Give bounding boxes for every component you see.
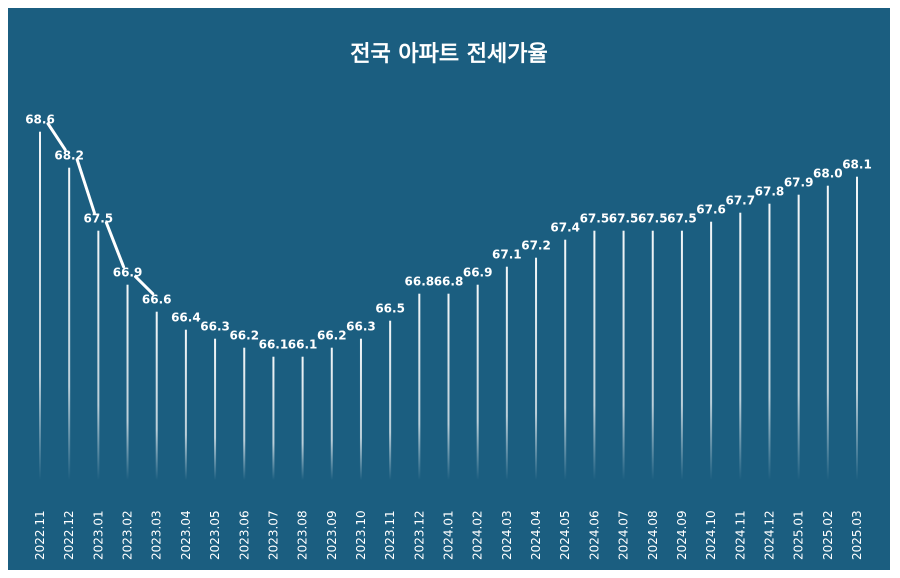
- x-tick-label: 2024.12: [762, 510, 776, 560]
- data-label: 66.8: [434, 275, 464, 289]
- bar: [476, 284, 479, 480]
- bar: [564, 239, 567, 480]
- bar: [389, 320, 392, 480]
- bar: [214, 338, 217, 480]
- data-label: 68.6: [25, 113, 55, 127]
- bar: [272, 356, 275, 480]
- x-tick-label: 2023.07: [266, 510, 280, 560]
- data-label: 67.5: [580, 212, 610, 226]
- x-tick-label: 2022.12: [62, 510, 76, 560]
- data-label: 66.9: [113, 266, 143, 280]
- data-label: 68.2: [54, 149, 84, 163]
- x-tick-label: 2025.02: [821, 510, 835, 560]
- data-label: 66.3: [346, 320, 376, 334]
- x-tick-label: 2023.04: [179, 510, 193, 560]
- data-label: 67.6: [696, 203, 726, 217]
- data-label: 67.5: [667, 212, 697, 226]
- bar: [418, 293, 421, 480]
- bar: [68, 167, 71, 480]
- x-tick-label: 2024.09: [675, 510, 689, 560]
- chart-svg: 68.6 2022.11 68.2 2022.12 67.5 2023.01 66.9 202…: [25, 113, 872, 560]
- bar: [535, 257, 538, 480]
- bar: [330, 347, 333, 480]
- x-tick-label: 2023.02: [121, 510, 135, 560]
- data-label: 67.1: [492, 248, 522, 262]
- x-tick-label: 2023.10: [354, 510, 368, 560]
- data-label: 66.5: [375, 302, 405, 316]
- x-tick-label: 2024.07: [617, 510, 631, 560]
- data-label: 67.7: [725, 194, 755, 208]
- x-tick-label: 2025.01: [792, 510, 806, 560]
- trend-line-segment: [104, 221, 126, 269]
- data-label: 66.3: [200, 320, 230, 334]
- bar: [739, 212, 742, 480]
- x-tick-label: 2024.05: [558, 510, 572, 560]
- x-tick-label: 2022.11: [33, 510, 47, 560]
- data-label: 66.2: [317, 329, 347, 343]
- bar: [680, 230, 683, 480]
- data-label: 67.5: [609, 212, 639, 226]
- data-label: 67.4: [550, 221, 580, 235]
- x-tick-label: 2023.03: [150, 510, 164, 560]
- data-label: 66.8: [405, 275, 435, 289]
- bar: [651, 230, 654, 480]
- x-tick-label: 2023.05: [208, 510, 222, 560]
- data-label: 66.4: [171, 311, 201, 325]
- bar: [126, 284, 129, 480]
- data-label: 66.1: [288, 338, 318, 352]
- bar: [447, 293, 450, 480]
- x-tick-label: 2024.08: [646, 510, 660, 560]
- x-tick-label: 2024.10: [704, 510, 718, 560]
- x-tick-label: 2023.08: [296, 510, 310, 560]
- x-tick-label: 2023.06: [237, 510, 251, 560]
- trend-line-segment: [134, 275, 155, 296]
- x-tick-label: 2024.03: [500, 510, 514, 560]
- x-tick-label: 2023.12: [412, 510, 426, 560]
- x-tick-label: 2024.01: [442, 510, 456, 560]
- bar: [797, 194, 800, 480]
- data-label: 67.5: [84, 212, 114, 226]
- bar: [97, 230, 100, 480]
- data-label: 66.2: [229, 329, 259, 343]
- bar: [184, 329, 187, 480]
- data-label: 68.1: [842, 158, 872, 172]
- bar: [826, 185, 829, 480]
- x-tick-label: 2024.04: [529, 510, 543, 560]
- x-tick-label: 2023.09: [325, 510, 339, 560]
- x-tick-label: 2024.11: [733, 510, 747, 560]
- data-label: 66.6: [142, 293, 172, 307]
- bar: [359, 338, 362, 480]
- bar: [710, 221, 713, 480]
- bar: [768, 203, 771, 480]
- chart-area: 전국 아파트 전세가율 68.6 2022.11 68.2 2022.12 67.5 20…: [8, 8, 890, 570]
- data-label: 67.9: [784, 176, 814, 190]
- x-tick-label: 2023.11: [383, 510, 397, 560]
- bar: [505, 266, 508, 480]
- trend-line-segment: [75, 158, 96, 215]
- data-label: 67.2: [521, 239, 551, 253]
- x-tick-label: 2025.03: [850, 510, 864, 560]
- bar: [301, 356, 304, 480]
- chart-title: 전국 아파트 전세가율: [350, 42, 548, 67]
- bar: [856, 176, 858, 480]
- x-tick-label: 2024.06: [587, 510, 601, 560]
- x-tick-label: 2024.02: [471, 510, 485, 560]
- trend-line-segment: [46, 122, 67, 152]
- data-label: 68.0: [813, 167, 843, 181]
- bar: [155, 311, 158, 480]
- data-label: 66.9: [463, 266, 493, 280]
- bar: [243, 347, 246, 480]
- data-label: 67.8: [755, 185, 785, 199]
- data-label: 67.5: [638, 212, 668, 226]
- bar: [39, 131, 41, 480]
- data-label: 66.1: [259, 338, 289, 352]
- bar: [622, 230, 625, 480]
- bar: [593, 230, 596, 480]
- x-tick-label: 2023.01: [91, 510, 105, 560]
